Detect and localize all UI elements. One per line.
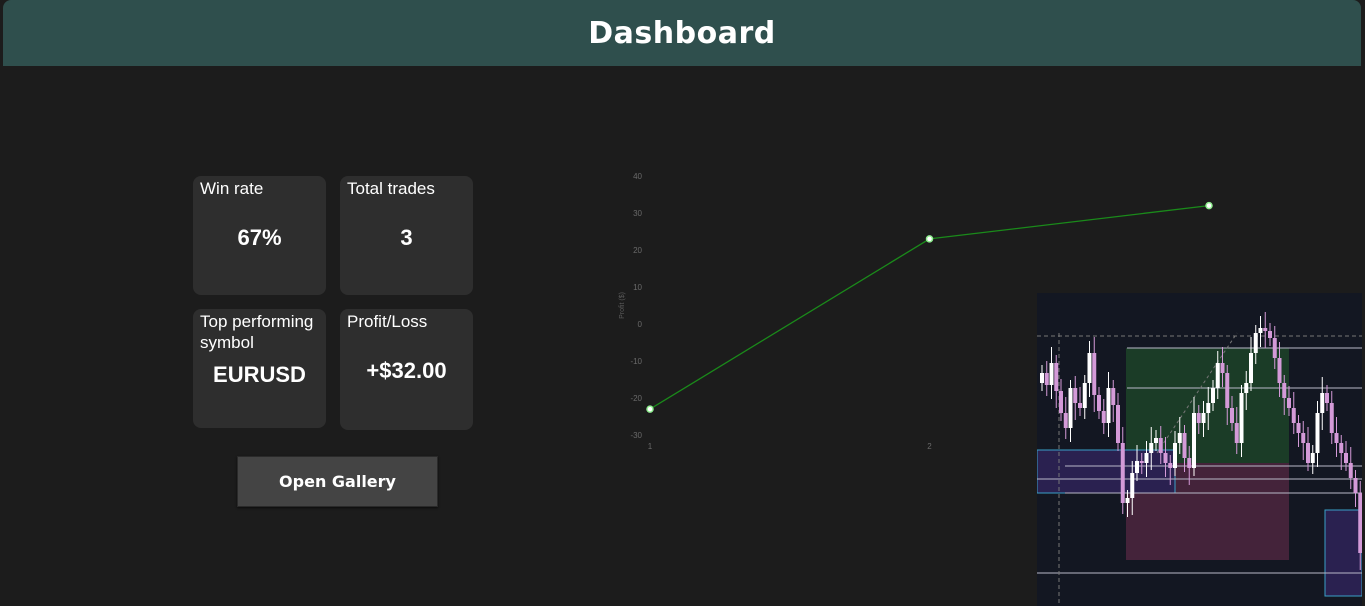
x-tick-label: 1	[648, 442, 653, 451]
y-tick-label: -20	[630, 394, 642, 403]
header-bar: Dashboard	[3, 0, 1361, 66]
y-tick-label: 20	[633, 246, 642, 255]
y-tick-label: 30	[633, 209, 642, 218]
profit-loss-value: +$32.00	[366, 358, 447, 383]
top-symbol-value: EURUSD	[213, 362, 306, 387]
y-tick-label: 0	[638, 320, 643, 329]
data-point[interactable]	[1205, 201, 1213, 210]
profit-line-chart: 40 30 20 10 0 -10 -20 -30 1 2 Profit ($)	[619, 172, 1213, 451]
x-tick-label: 2	[927, 442, 932, 451]
top-symbol-card: Top performing symbol EURUSD	[193, 309, 326, 428]
y-axis-label: Profit ($)	[619, 292, 626, 319]
y-tick-label: 40	[633, 172, 642, 181]
data-point[interactable]	[646, 405, 654, 413]
y-tick-label: -10	[630, 357, 642, 366]
candlestick-thumbnail[interactable]	[1037, 293, 1362, 606]
profit-loss-card: Profit/Loss +$32.00	[340, 309, 473, 430]
profit-loss-label: Profit/Loss	[347, 312, 428, 331]
total-trades-label: Total trades	[347, 179, 435, 198]
page-title: Dashboard	[588, 15, 776, 51]
top-symbol-label: Top performing symbol	[200, 312, 314, 352]
y-tick-label: 10	[633, 283, 642, 292]
win-rate-label: Win rate	[200, 179, 264, 198]
candlestick-picture	[1037, 312, 1362, 606]
total-trades-card: Total trades 3	[340, 176, 473, 295]
win-rate-card: Win rate 67%	[193, 176, 326, 295]
data-point[interactable]	[925, 235, 934, 243]
open-gallery-button[interactable]: Open Gallery	[237, 456, 438, 507]
y-tick-label: -30	[630, 431, 642, 440]
win-rate-value: 67%	[237, 225, 282, 250]
total-trades-value: 3	[400, 225, 413, 250]
